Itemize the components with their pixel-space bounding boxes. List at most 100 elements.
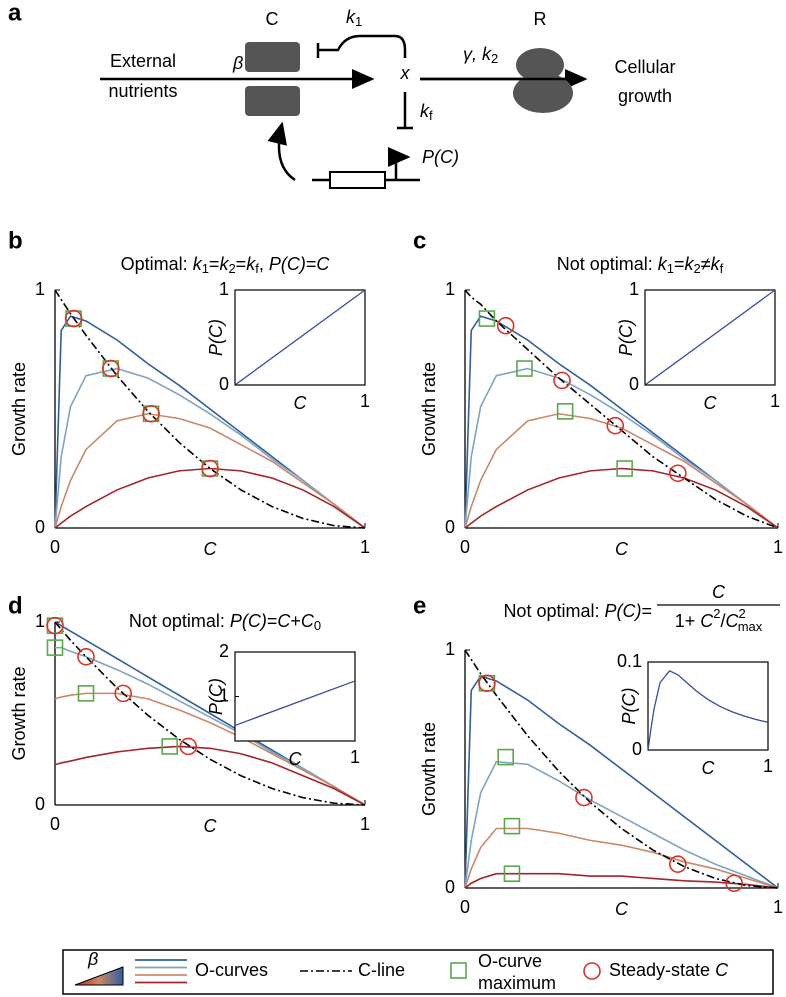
steady-state-marker	[496, 316, 515, 335]
panel-letter: e	[413, 592, 426, 619]
y-tick-label: 0	[445, 877, 455, 897]
x-axis-label: C	[204, 816, 218, 836]
maximum-marker	[46, 639, 64, 656]
inset-curve	[234, 289, 366, 386]
gamma-k2-label: γ, k2	[463, 44, 498, 67]
chart-title: Optimal: k1=k2=kf, P(C)=C	[121, 254, 331, 277]
title-part: C	[725, 611, 739, 631]
inset-y-label: P(C)	[619, 688, 639, 725]
title-part: C	[277, 611, 291, 631]
x-axis-label: C	[615, 539, 629, 559]
title-part: k	[711, 254, 721, 274]
legend-box	[62, 949, 774, 995]
inset-x-tick-label: 1	[770, 391, 780, 411]
x-tick-label: 1	[773, 537, 783, 557]
inset-box	[234, 651, 356, 742]
legend-swatches	[135, 959, 187, 984]
inset-x-label: C	[704, 393, 718, 413]
y-tick-label: 1	[35, 279, 45, 299]
y-tick-label: 0	[35, 794, 45, 814]
y-tick-label: 0	[35, 517, 45, 537]
title-part: ,	[259, 254, 269, 274]
title-part: 2	[228, 261, 235, 276]
kf-label: kf	[420, 101, 433, 124]
title-part: 2	[694, 261, 701, 276]
title-part: 2	[738, 606, 745, 621]
x-axis-label: C	[204, 539, 218, 559]
panel-letter: b	[8, 227, 23, 254]
ribosome-small	[516, 48, 564, 82]
promoter-arrow	[388, 147, 411, 180]
y-axis-label: Growth rate	[419, 722, 439, 816]
o-curve	[54, 692, 366, 806]
o-curve	[54, 367, 366, 529]
ribosome-large	[513, 73, 573, 113]
c-line	[54, 289, 366, 529]
inset-curve	[234, 680, 356, 727]
inset-y-tick-label: 0	[632, 739, 642, 759]
o-curve	[464, 827, 779, 889]
diagram: a External nutrients β C k1 x R γ, k2 Ce…	[8, 0, 676, 189]
title-part: 0	[314, 618, 321, 633]
title-part: k	[685, 254, 695, 274]
title-part: 1+	[675, 611, 701, 631]
inset-box	[647, 661, 769, 751]
legend-label: maximum	[478, 973, 556, 993]
title-part: ≠	[701, 254, 711, 274]
legend-label: Steady-state C	[609, 960, 729, 980]
x-tick-label: 0	[50, 814, 60, 834]
title-part: =	[267, 611, 278, 631]
title-part: f	[255, 261, 259, 276]
y-tick-label: 1	[445, 279, 455, 299]
channel-bottom	[245, 86, 300, 116]
o-curve	[54, 467, 366, 529]
channel-top	[245, 42, 300, 72]
maximum-marker	[516, 360, 533, 377]
legend-label: C-line	[358, 960, 405, 980]
title-part: =	[306, 254, 317, 274]
title-denominator: 1+ C2/C2 max	[675, 606, 763, 634]
inset-x-label: C	[289, 749, 303, 769]
c-line	[464, 289, 779, 529]
o-curve	[464, 412, 779, 529]
y-axis-label: Growth rate	[9, 666, 29, 760]
title-part: k	[658, 254, 668, 274]
y-tick-label: 0	[445, 517, 455, 537]
channel-label: C	[266, 9, 279, 29]
title-part: +	[290, 611, 301, 631]
maximum-marker	[161, 738, 178, 755]
panel-letter: c	[413, 227, 426, 254]
inset-y-tick-label: 1	[629, 279, 639, 299]
title-part: C	[316, 254, 330, 274]
steady-state-marker	[102, 359, 120, 378]
gk-part: 2	[491, 51, 498, 66]
beta-gradient	[74, 966, 124, 986]
inset-y-tick-label: 1	[219, 685, 229, 705]
inset-y-tick-label: 2	[219, 641, 229, 661]
output-label: Cellular	[614, 57, 675, 77]
legend: β O-curves C-line O-curve maximum Steady…	[62, 949, 774, 995]
title-part: P(C)	[230, 611, 267, 631]
title-part: P(C)	[269, 254, 306, 274]
title-part: f	[720, 261, 724, 276]
steady-state-marker	[725, 874, 743, 893]
inset-curve	[647, 669, 769, 751]
steady-state-marker	[142, 404, 160, 423]
output-label: growth	[618, 86, 672, 106]
inset-x-tick-label: 1	[360, 391, 370, 411]
maximum-marker	[616, 460, 633, 477]
o-curve	[54, 745, 366, 806]
steady-state-marker	[77, 647, 95, 666]
y-axis-label: Growth rate	[9, 362, 29, 456]
inset-x-tick-label: 1	[763, 756, 773, 776]
title-part: k	[246, 254, 256, 274]
steady-state-marker	[201, 459, 219, 478]
title-part: C	[700, 611, 714, 631]
title-numerator: C	[712, 582, 726, 602]
inset-y-tick-label: 0	[219, 374, 229, 394]
title-part: Not optimal:	[503, 601, 604, 621]
x-tick-label: 0	[460, 897, 470, 917]
title-part: k	[193, 254, 203, 274]
ribosome-label: R	[534, 9, 547, 29]
expression-arrow	[267, 121, 296, 182]
